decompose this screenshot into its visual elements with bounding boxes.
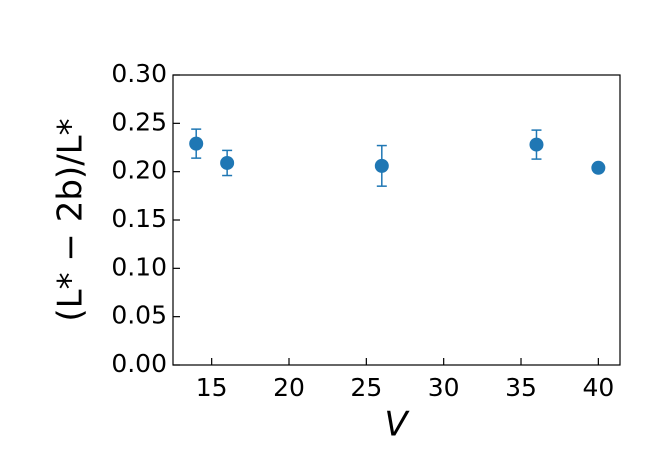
y-tick-label: 0.25 <box>111 107 167 136</box>
x-tick-label: 40 <box>582 373 614 402</box>
plot-frame <box>172 74 621 366</box>
point <box>189 136 204 151</box>
point <box>529 137 544 152</box>
x-axis-label: V <box>384 405 410 445</box>
y-tick-label: 0.00 <box>111 349 167 378</box>
point <box>220 155 235 170</box>
x-tick-label: 25 <box>350 373 382 402</box>
y-tick-label: 0.20 <box>111 156 167 185</box>
y-tick-label: 0.15 <box>111 204 167 233</box>
y-tick-label: 0.10 <box>111 252 167 281</box>
y-tick-label: 0.30 <box>111 59 167 88</box>
y-axis-label: (L* − 2b)/L* <box>51 118 91 321</box>
x-tick-label: 15 <box>196 373 228 402</box>
x-tick-label: 35 <box>505 373 537 402</box>
point <box>591 160 606 175</box>
y-tick-label: 0.05 <box>111 301 167 330</box>
x-tick-label: 20 <box>273 373 305 402</box>
x-tick-label: 30 <box>428 373 460 402</box>
point <box>374 158 389 173</box>
